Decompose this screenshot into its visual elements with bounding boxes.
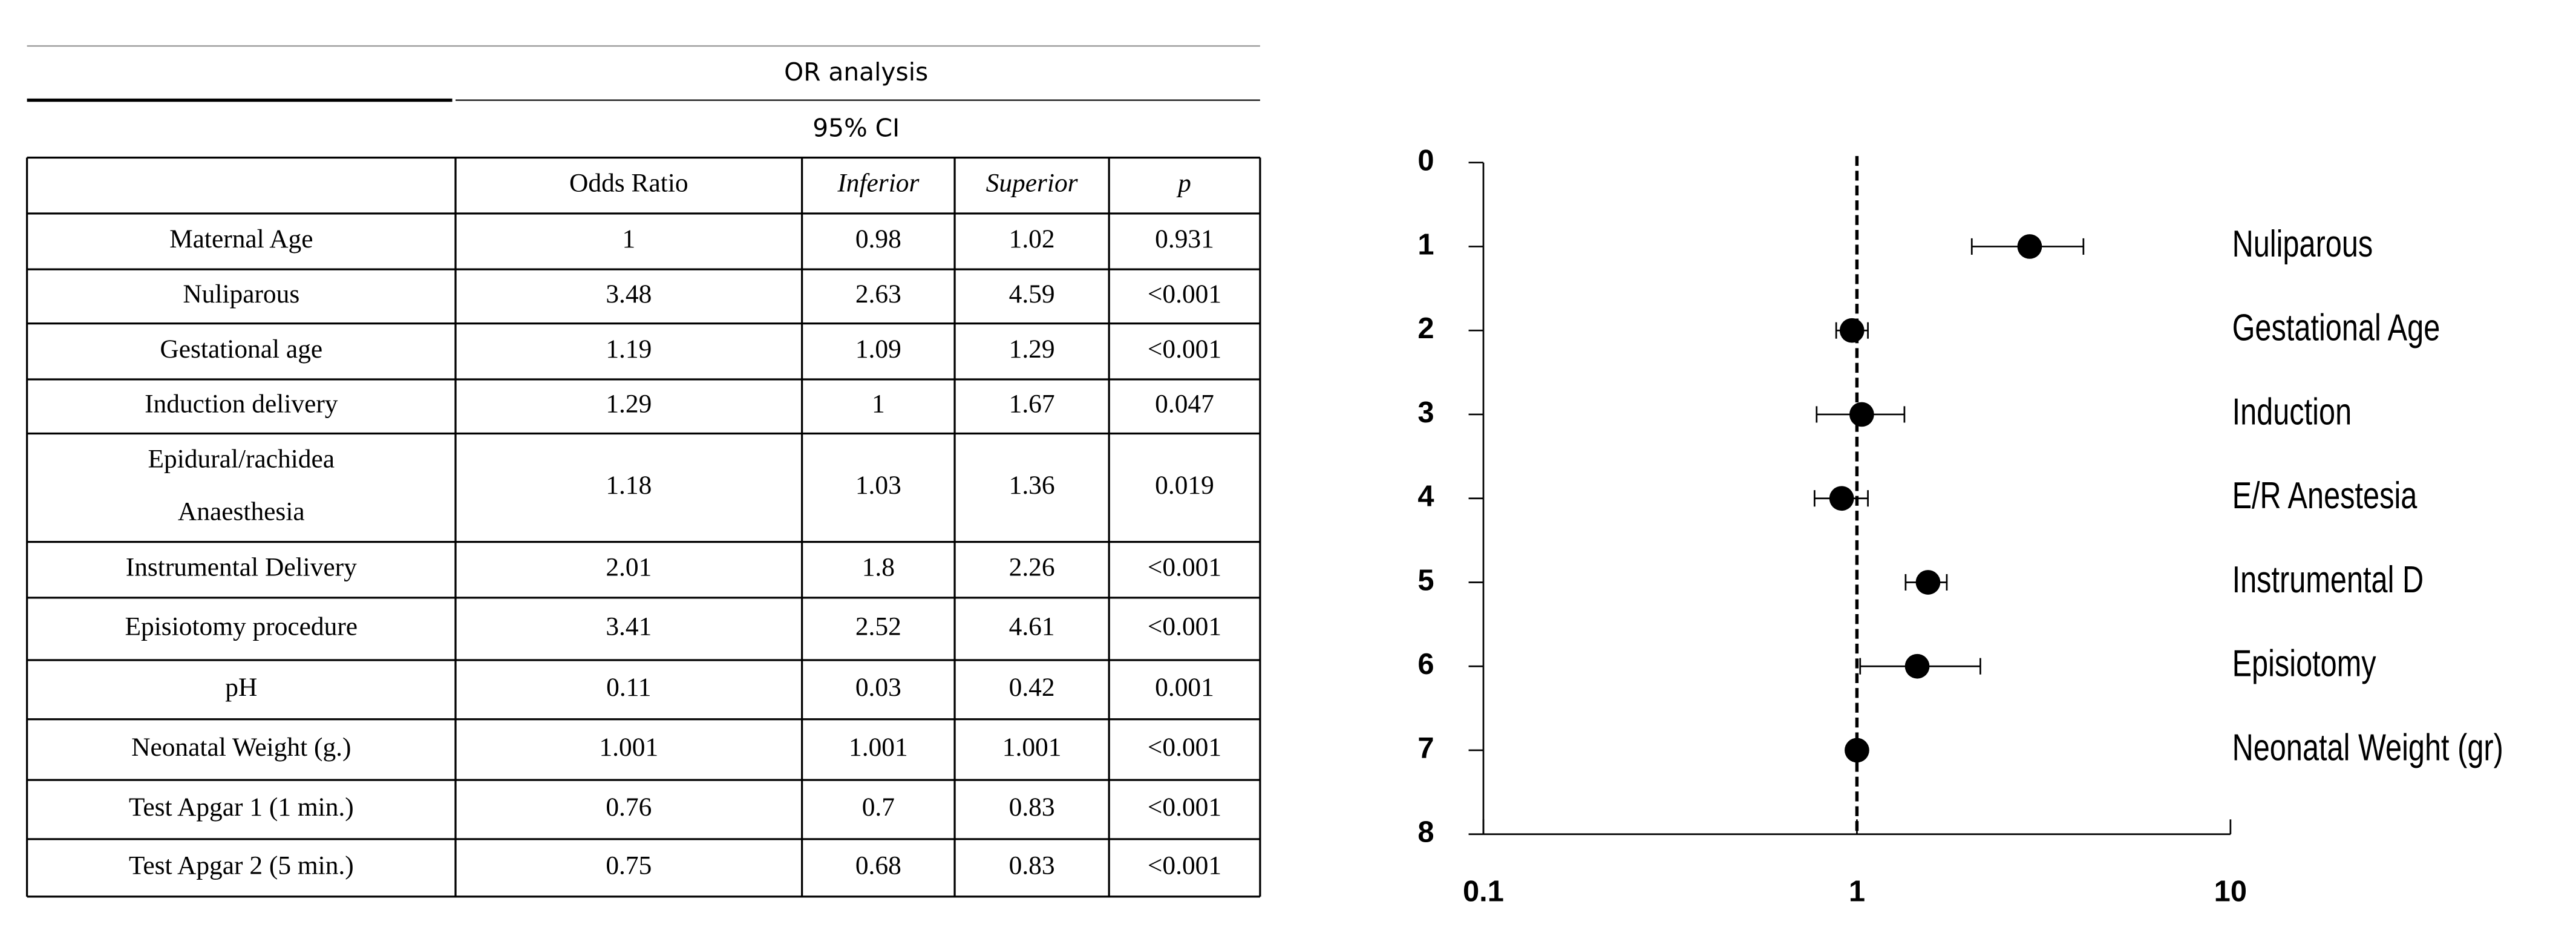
table-cell: <0.001 (1148, 733, 1221, 762)
table-cell: 3.48 (606, 280, 652, 309)
table-cell: 1.36 (1009, 471, 1055, 500)
table-cell: 0.98 (855, 224, 901, 254)
table-cell: <0.001 (1148, 851, 1221, 880)
table-cell: 1.001 (849, 733, 908, 762)
category-label: Nuliparous (2232, 222, 2373, 264)
y-tick-label: 4 (1417, 480, 1434, 513)
table-cell: Episiotomy procedure (125, 612, 358, 641)
y-tick-label: 7 (1417, 732, 1434, 765)
table-cell: 1.18 (606, 471, 652, 500)
table-cell: <0.001 (1148, 612, 1221, 641)
category-label: Gestational Age (2232, 306, 2440, 349)
point (1849, 402, 1874, 427)
category-label: Episiotomy (2232, 642, 2376, 684)
table-cell: pH (225, 673, 257, 702)
y-tick-label: 0 (1417, 145, 1434, 177)
point (1829, 486, 1854, 511)
y-tick-label: 3 (1417, 396, 1434, 429)
y-tick-label: 6 (1417, 648, 1434, 681)
table-cell: 0.83 (1009, 793, 1055, 822)
table-cell: 0.11 (606, 673, 651, 702)
table-cell: <0.001 (1148, 335, 1221, 364)
point (1904, 653, 1930, 679)
table-cell: 1.19 (606, 335, 652, 364)
y-tick-label: 8 (1417, 816, 1434, 849)
column-header: Superior (986, 169, 1079, 198)
point (1915, 570, 1941, 595)
x-tick-label: 0.1 (1463, 875, 1504, 908)
table-cell: 1.03 (855, 471, 901, 500)
table-cell: 1.29 (606, 390, 652, 419)
table-cell: 1.001 (599, 733, 658, 762)
table-cell: Induction delivery (145, 390, 338, 419)
table-cell: Anaesthesia (178, 497, 305, 526)
table-cell: Epidural/rachidea (148, 445, 335, 474)
table-cell: 1.09 (855, 335, 901, 364)
table-cell: 4.59 (1009, 280, 1055, 309)
point (1845, 738, 1869, 763)
table-cell: 0.03 (855, 673, 901, 702)
table-cell: <0.001 (1148, 553, 1221, 582)
category-label: E/R Anestesia (2232, 474, 2418, 516)
column-header: Odds Ratio (569, 169, 688, 198)
table-cell: Nuliparous (183, 280, 299, 309)
y-tick-label: 5 (1417, 564, 1434, 597)
x-tick-label: 10 (2214, 875, 2247, 908)
table-cell: 4.61 (1009, 612, 1055, 641)
table-cell: 2.63 (855, 280, 901, 309)
x-tick-label: 1 (1849, 875, 1865, 908)
column-header: Inferior (837, 169, 920, 198)
table-cell: 0.76 (606, 793, 652, 822)
table-cell: 1.67 (1009, 390, 1055, 419)
table-cell: 2.52 (855, 612, 901, 641)
table-cell: 0.047 (1155, 390, 1214, 419)
table-cell: Instrumental Delivery (126, 553, 357, 582)
table-cell: 0.42 (1009, 673, 1055, 702)
point (1839, 318, 1865, 343)
table-cell: 1 (622, 224, 635, 254)
table-cell: 0.7 (862, 793, 895, 822)
table-cell: 1.29 (1009, 335, 1055, 364)
column-header: p (1176, 169, 1191, 198)
category-label: Induction (2232, 390, 2352, 433)
y-tick-label: 1 (1417, 228, 1434, 261)
y-tick-label: 2 (1417, 312, 1434, 345)
table-cell: <0.001 (1148, 793, 1221, 822)
table-cell: 1 (872, 390, 885, 419)
table-cell: Neonatal Weight (g.) (131, 733, 351, 762)
table-subtitle: 95% CI (812, 113, 900, 142)
table-cell: 0.001 (1155, 673, 1214, 702)
table-cell: 0.019 (1155, 471, 1214, 500)
table-cell: 0.83 (1009, 851, 1055, 880)
category-label: Instrumental D (2232, 558, 2424, 600)
table-title: OR analysis (784, 57, 928, 87)
table-cell: Gestational age (160, 335, 322, 364)
table-cell: 1.02 (1009, 224, 1055, 254)
table-cell: 3.41 (606, 612, 652, 641)
table-cell: 2.26 (1009, 553, 1055, 582)
category-label: Neonatal Weight (gr) (2232, 726, 2503, 768)
table-cell: 0.68 (855, 851, 901, 880)
table-cell: 0.931 (1155, 224, 1214, 254)
table-cell: Test Apgar 2 (5 min.) (129, 851, 354, 880)
table-cell: Test Apgar 1 (1 min.) (129, 793, 354, 822)
table-cell: Maternal Age (169, 224, 313, 254)
table-cell: 1.8 (862, 553, 895, 582)
table-cell: 2.01 (606, 553, 652, 582)
table-cell: 0.75 (606, 851, 652, 880)
table-cell: 1.001 (1002, 733, 1062, 762)
table-cell: <0.001 (1148, 280, 1221, 309)
point (2017, 234, 2042, 259)
